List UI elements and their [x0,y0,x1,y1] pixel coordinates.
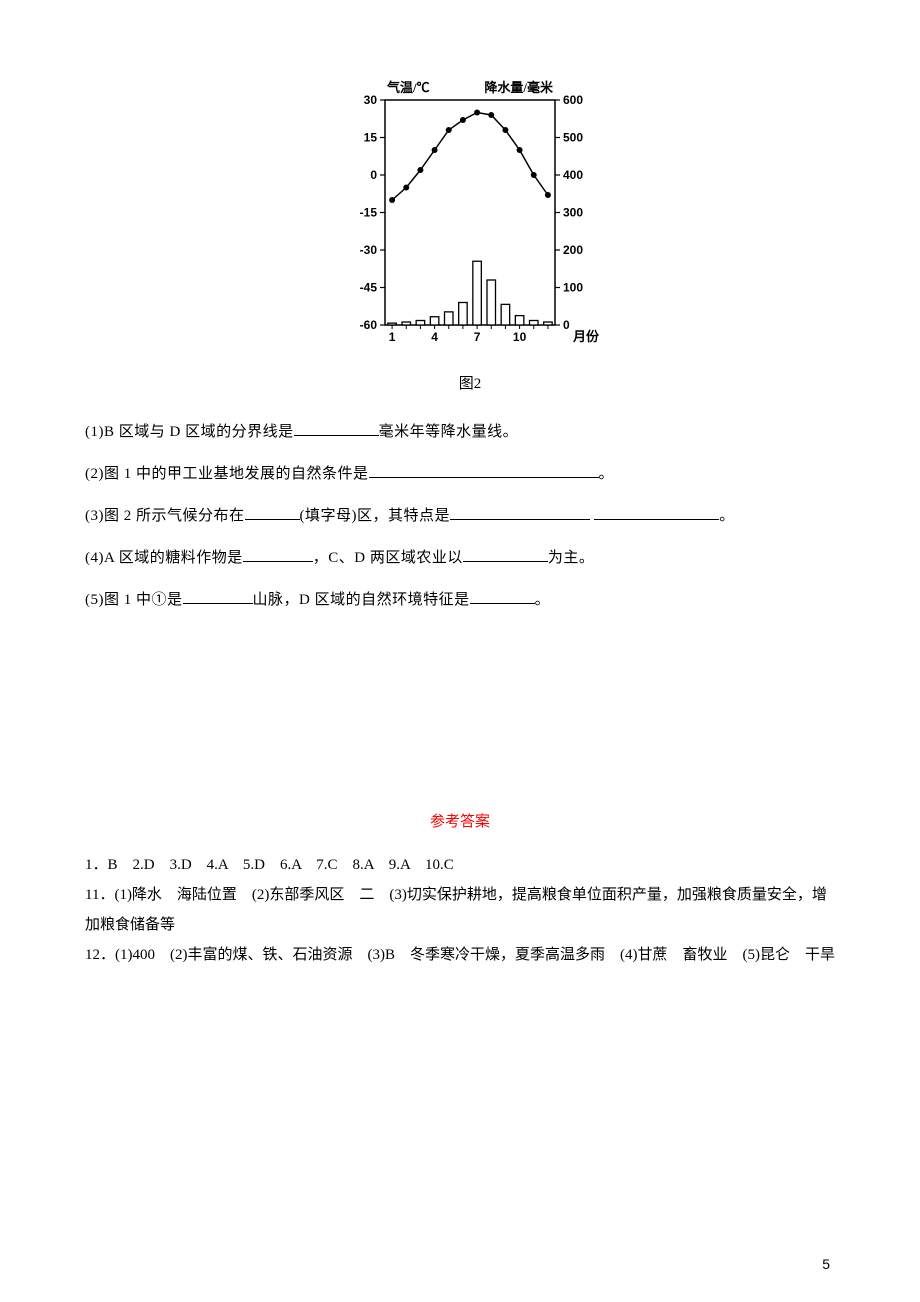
svg-text:10: 10 [513,330,527,344]
q5-blank-a [183,589,253,604]
svg-text:100: 100 [563,281,583,295]
svg-text:-30: -30 [360,243,378,257]
q5-text-c: 。 [535,592,551,608]
svg-text:300: 300 [563,206,583,220]
svg-text:-60: -60 [360,318,378,332]
page-number: 5 [822,1256,830,1272]
answer-key-title: 参考答案 [0,810,920,831]
q4-text-a: (4)A 区域的糖料作物是 [85,550,243,566]
question-1: (1)B 区域与 D 区域的分界线是 毫米年等降水量线。 [85,420,518,444]
question-3: (3)图 2 所示气候分布在 (填字母)区，其特点是 。 [85,504,735,528]
svg-text:-45: -45 [360,281,378,295]
answer-line-3: 12．(1)400 (2)丰富的煤、铁、石油资源 (3)B 冬季寒冷干燥，夏季高… [85,940,835,970]
svg-text:500: 500 [563,131,583,145]
q3-text-b: (填字母)区，其特点是 [300,508,451,524]
q4-blank-a [243,547,313,562]
q3-blank-b1 [450,505,590,520]
svg-text:降水量/毫米: 降水量/毫米 [484,80,554,95]
q2-blank [369,463,599,478]
svg-text:400: 400 [563,168,583,182]
q3-text-c: 。 [719,508,735,524]
q5-blank-b [470,589,535,604]
q2-text-b: 。 [599,466,615,482]
q3-blank-a [245,505,300,520]
svg-text:7: 7 [474,330,481,344]
q1-text-a: (1)B 区域与 D 区域的分界线是 [85,424,294,440]
question-4: (4)A 区域的糖料作物是 ，C、D 两区域农业以 为主。 [85,546,594,570]
q4-text-b: ，C、D 两区域农业以 [313,550,463,566]
q1-text-b: 毫米年等降水量线。 [379,424,519,440]
q5-text-a: (5)图 1 中①是 [85,592,183,608]
svg-text:1: 1 [389,330,396,344]
svg-text:0: 0 [370,168,377,182]
svg-text:4: 4 [431,330,438,344]
question-2: (2)图 1 中的甲工业基地发展的自然条件是 。 [85,462,614,486]
svg-text:30: 30 [364,93,378,107]
svg-text:600: 600 [563,93,583,107]
chart-svg: 气温/℃降水量/毫米-60-45-30-15015300100200300400… [340,80,600,370]
q4-text-c: 为主。 [548,550,595,566]
svg-text:月份: 月份 [572,329,600,344]
q3-blank-b2 [594,505,719,520]
q3-text-a: (3)图 2 所示气候分布在 [85,508,245,524]
q1-blank [294,421,379,436]
svg-text:200: 200 [563,243,583,257]
answer-line-2: 11．(1)降水 海陆位置 (2)东部季风区 二 (3)切实保护耕地，提高粮食单… [85,880,835,940]
q5-text-b: 山脉，D 区域的自然环境特征是 [253,592,470,608]
q4-blank-b [463,547,548,562]
answer-line-1: 1．B 2.D 3.D 4.A 5.D 6.A 7.C 8.A 9.A 10.C [85,850,835,880]
svg-text:15: 15 [364,131,378,145]
svg-text:气温/℃: 气温/℃ [387,80,430,95]
question-5: (5)图 1 中①是 山脉，D 区域的自然环境特征是 。 [85,588,550,612]
svg-text:0: 0 [563,318,570,332]
climate-chart: 气温/℃降水量/毫米-60-45-30-15015300100200300400… [340,80,600,390]
chart-figure-label: 图2 [340,372,600,393]
svg-text:-15: -15 [360,206,378,220]
q2-text-a: (2)图 1 中的甲工业基地发展的自然条件是 [85,466,369,482]
